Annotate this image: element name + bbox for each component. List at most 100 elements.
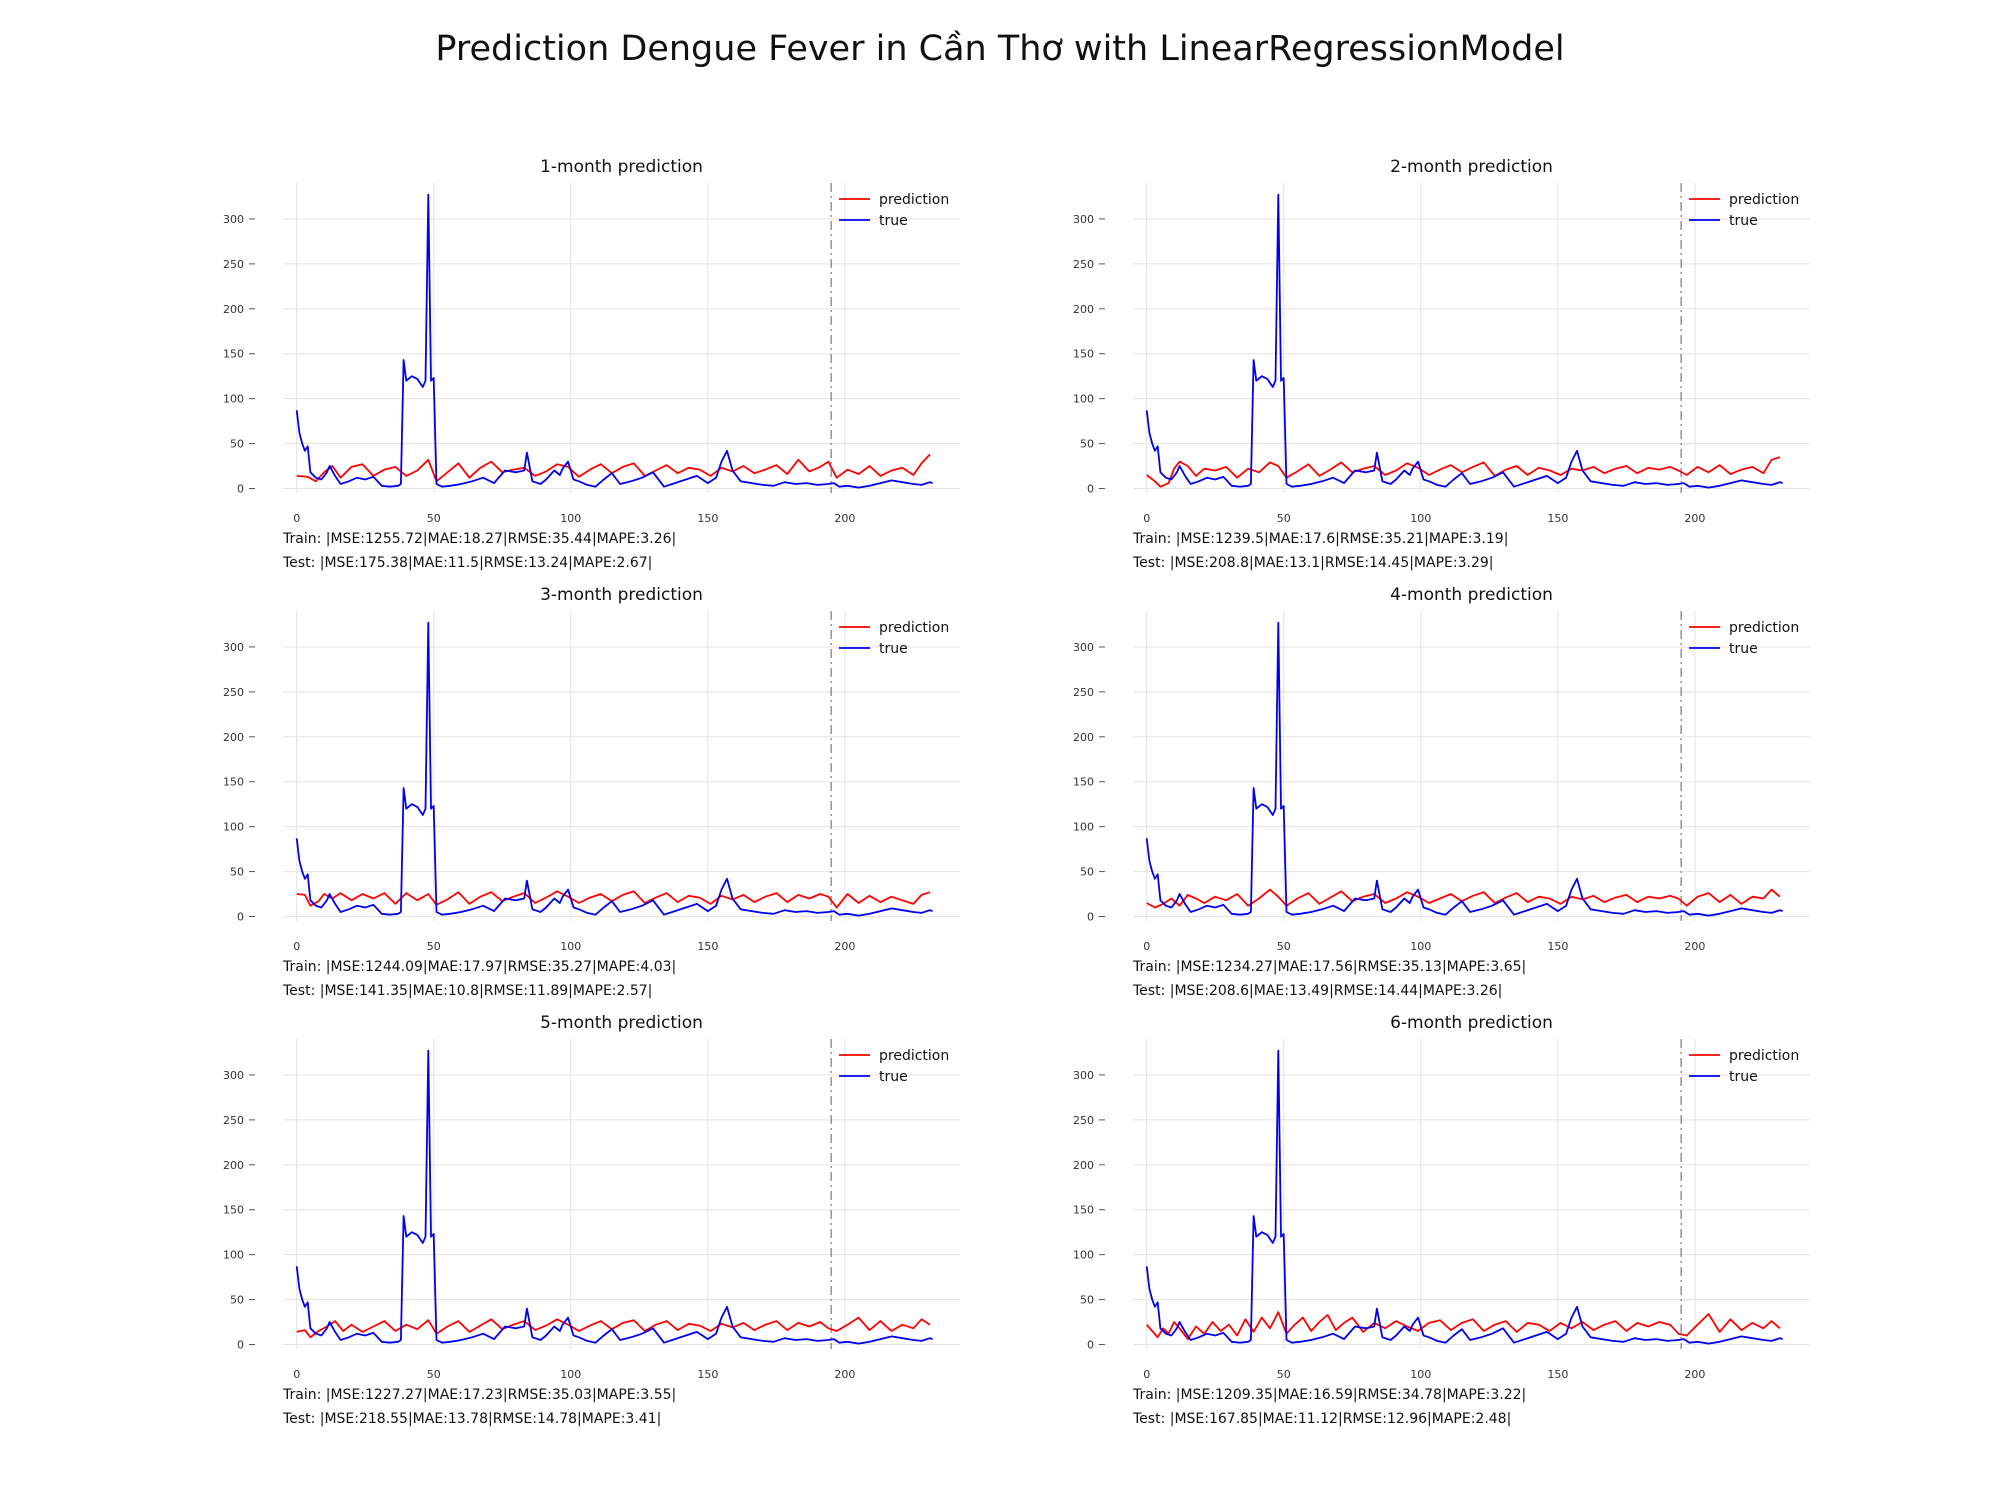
y-tick-label: 0 xyxy=(237,911,244,924)
x-tick-label: 0 xyxy=(1143,940,1150,953)
x-tick-label: 100 xyxy=(560,940,581,953)
y-tick-label: 200 xyxy=(223,1159,244,1172)
x-tick-label: 0 xyxy=(293,512,300,525)
subplot-3: 3-month prediction 0 50 100 150 200 250 300 0 50 1… xyxy=(223,585,960,999)
y-tick-label: 50 xyxy=(1080,438,1094,451)
series-line-prediction xyxy=(296,1316,931,1339)
y-tick-label: 0 xyxy=(1087,1339,1094,1352)
x-tick-label: 0 xyxy=(293,940,300,953)
x-tick-label: 50 xyxy=(427,940,441,953)
y-tick-label: 0 xyxy=(237,483,244,496)
y-tick-label: 200 xyxy=(1073,1159,1094,1172)
train-metrics: Train: |MSE:1227.27|MAE:17.23|RMSE:35.03… xyxy=(282,1387,676,1403)
y-tick-label: 150 xyxy=(1073,348,1094,361)
x-tick-label: 200 xyxy=(1684,1368,1705,1381)
y-tick-label: 150 xyxy=(223,1204,244,1217)
series-line-prediction xyxy=(296,890,931,909)
x-tick-label: 100 xyxy=(1410,1368,1431,1381)
legend-label: true xyxy=(879,641,908,657)
y-tick-label: 250 xyxy=(223,1114,244,1127)
y-tick-label: 0 xyxy=(1087,911,1094,924)
y-tick-label: 0 xyxy=(1087,483,1094,496)
x-tick-label: 150 xyxy=(1547,1368,1568,1381)
legend-label: prediction xyxy=(1729,1048,1799,1064)
test-metrics: Test: |MSE:208.6|MAE:13.49|RMSE:14.44|MA… xyxy=(1132,983,1502,999)
x-tick-label: 150 xyxy=(697,1368,718,1381)
figure-title: Prediction Dengue Fever in Cần Thơ with … xyxy=(435,29,1564,69)
series-line-true xyxy=(1145,1049,1783,1345)
test-metrics: Test: |MSE:141.35|MAE:10.8|RMSE:11.89|MA… xyxy=(282,983,652,999)
y-tick-label: 0 xyxy=(237,1339,244,1352)
y-tick-label: 250 xyxy=(223,258,244,271)
subplot-1: 1-month prediction 0 50 100 150 200 250 300 0 50 1… xyxy=(223,157,960,571)
y-tick-label: 300 xyxy=(1073,1069,1094,1082)
y-tick-label: 300 xyxy=(223,1069,244,1082)
legend-label: true xyxy=(1729,213,1758,229)
subplot-title: 6-month prediction xyxy=(1390,1013,1553,1033)
y-tick-label: 200 xyxy=(1073,303,1094,316)
y-tick-label: 250 xyxy=(1073,258,1094,271)
y-tick-label: 50 xyxy=(230,438,244,451)
x-tick-label: 200 xyxy=(1684,940,1705,953)
series-line-true xyxy=(1145,621,1783,917)
legend-label: prediction xyxy=(1729,192,1799,208)
series-line-prediction xyxy=(1146,1311,1781,1340)
test-metrics: Test: |MSE:208.8|MAE:13.1|RMSE:14.45|MAP… xyxy=(1132,555,1494,571)
train-metrics: Train: |MSE:1244.09|MAE:17.97|RMSE:35.27… xyxy=(282,959,676,975)
y-tick-label: 300 xyxy=(1073,213,1094,226)
test-metrics: Test: |MSE:218.55|MAE:13.78|RMSE:14.78|M… xyxy=(282,1411,661,1427)
x-tick-label: 150 xyxy=(697,512,718,525)
subplot-5: 5-month prediction 0 50 100 150 200 250 300 0 50 1… xyxy=(223,1013,960,1427)
y-tick-label: 50 xyxy=(1080,1294,1094,1307)
y-tick-label: 50 xyxy=(230,1294,244,1307)
y-tick-label: 50 xyxy=(1080,866,1094,879)
series-line-true xyxy=(295,193,933,489)
y-tick-label: 150 xyxy=(223,348,244,361)
series-line-true xyxy=(295,621,933,917)
x-tick-label: 50 xyxy=(1277,1368,1291,1381)
series-line-true xyxy=(1145,193,1783,489)
legend-label: true xyxy=(1729,1069,1758,1085)
legend-label: prediction xyxy=(1729,620,1799,636)
x-tick-label: 0 xyxy=(1143,1368,1150,1381)
subplot-4: 4-month prediction 0 50 100 150 200 250 300 0 50 1… xyxy=(1073,585,1810,999)
legend-label: prediction xyxy=(879,620,949,636)
legend-label: prediction xyxy=(879,192,949,208)
x-tick-label: 150 xyxy=(1547,940,1568,953)
subplot-title: 4-month prediction xyxy=(1390,585,1553,605)
x-tick-label: 200 xyxy=(834,1368,855,1381)
x-tick-label: 150 xyxy=(697,940,718,953)
train-metrics: Train: |MSE:1209.35|MAE:16.59|RMSE:34.78… xyxy=(1132,1387,1526,1403)
y-tick-label: 300 xyxy=(223,213,244,226)
y-tick-label: 250 xyxy=(1073,686,1094,699)
subplot-title: 3-month prediction xyxy=(540,585,703,605)
subplot-title: 2-month prediction xyxy=(1390,157,1553,177)
x-tick-label: 200 xyxy=(834,512,855,525)
x-tick-label: 200 xyxy=(834,940,855,953)
legend-label: prediction xyxy=(879,1048,949,1064)
train-metrics: Train: |MSE:1239.5|MAE:17.6|RMSE:35.21|M… xyxy=(1132,531,1508,547)
train-metrics: Train: |MSE:1234.27|MAE:17.56|RMSE:35.13… xyxy=(1132,959,1526,975)
x-tick-label: 0 xyxy=(1143,512,1150,525)
series-line-prediction xyxy=(296,453,931,483)
y-tick-label: 50 xyxy=(230,866,244,879)
x-tick-label: 100 xyxy=(560,1368,581,1381)
y-tick-label: 200 xyxy=(1073,731,1094,744)
y-tick-label: 200 xyxy=(223,731,244,744)
y-tick-label: 100 xyxy=(223,393,244,406)
x-tick-label: 50 xyxy=(427,1368,441,1381)
x-tick-label: 200 xyxy=(1684,512,1705,525)
x-tick-label: 0 xyxy=(293,1368,300,1381)
test-metrics: Test: |MSE:167.85|MAE:11.12|RMSE:12.96|M… xyxy=(1132,1411,1511,1427)
legend-label: true xyxy=(1729,641,1758,657)
subplot-title: 5-month prediction xyxy=(540,1013,703,1033)
x-tick-label: 100 xyxy=(1410,940,1431,953)
x-tick-label: 50 xyxy=(1277,512,1291,525)
subplot-2: 2-month prediction 0 50 100 150 200 250 300 0 50 1… xyxy=(1073,157,1810,571)
y-tick-label: 100 xyxy=(1073,393,1094,406)
y-tick-label: 100 xyxy=(223,821,244,834)
x-tick-label: 50 xyxy=(427,512,441,525)
legend-label: true xyxy=(879,1069,908,1085)
